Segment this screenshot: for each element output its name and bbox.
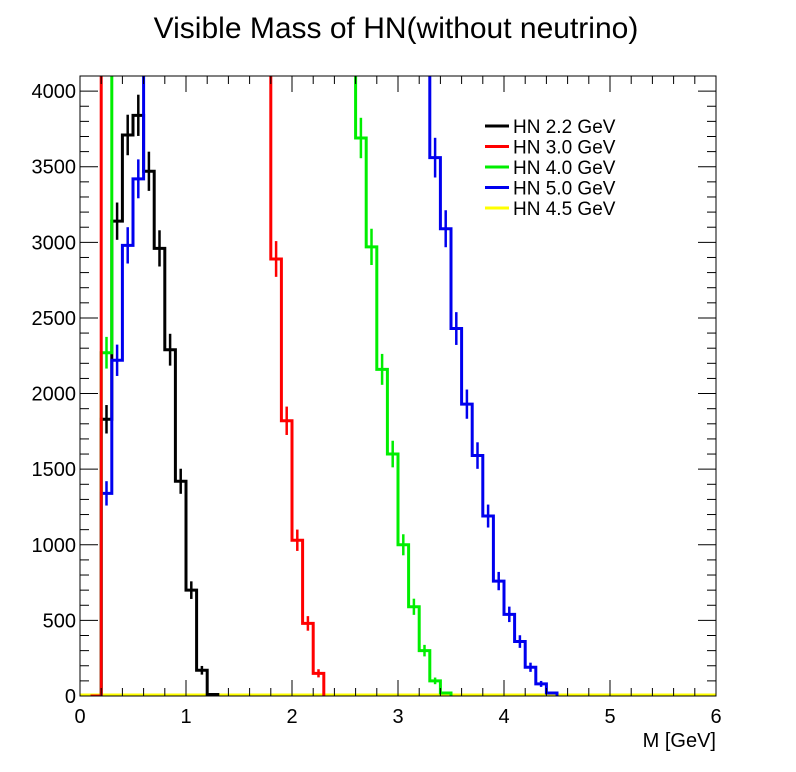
x-tick-label-1: 1	[180, 706, 191, 728]
legend-label-1: HN 3.0 GeV	[513, 138, 616, 159]
legend-label-4: HN 4.5 GeV	[513, 199, 616, 220]
x-tick-label-2: 2	[286, 706, 297, 728]
legend-label-0: HN 2.2 GeV	[513, 117, 616, 138]
x-tick-label-6: 6	[710, 706, 721, 728]
series-line-0	[99, 113, 220, 696]
y-tick-label-5: 2500	[32, 308, 77, 330]
x-tick-label-4: 4	[498, 706, 509, 728]
x-axis-label: M [GeV]	[643, 730, 716, 752]
y-tick-label-8: 4000	[32, 81, 77, 103]
series-line-3	[90, 76, 559, 696]
y-tick-label-7: 3500	[32, 157, 77, 179]
series-line-2	[99, 76, 453, 696]
legend-label-2: HN 4.0 GeV	[513, 158, 616, 179]
x-tick-label-5: 5	[604, 706, 615, 728]
x-tick-label-3: 3	[392, 706, 403, 728]
y-tick-label-6: 3000	[32, 232, 77, 254]
x-tick-label-0: 0	[74, 706, 85, 728]
y-tick-label-1: 500	[43, 610, 76, 632]
legend-label-3: HN 5.0 GeV	[513, 179, 616, 200]
series-0	[99, 94, 220, 696]
chart-title: Visible Mass of HN(without neutrino)	[154, 12, 639, 45]
y-tick-label-4: 2000	[32, 384, 77, 406]
series-3	[90, 76, 559, 696]
y-tick-label-0: 0	[65, 686, 76, 708]
y-tick-label-2: 1000	[32, 535, 77, 557]
series-1	[90, 76, 326, 696]
series-line-1	[90, 76, 326, 696]
y-tick-label-3: 1500	[32, 459, 77, 481]
series-2	[99, 76, 453, 696]
